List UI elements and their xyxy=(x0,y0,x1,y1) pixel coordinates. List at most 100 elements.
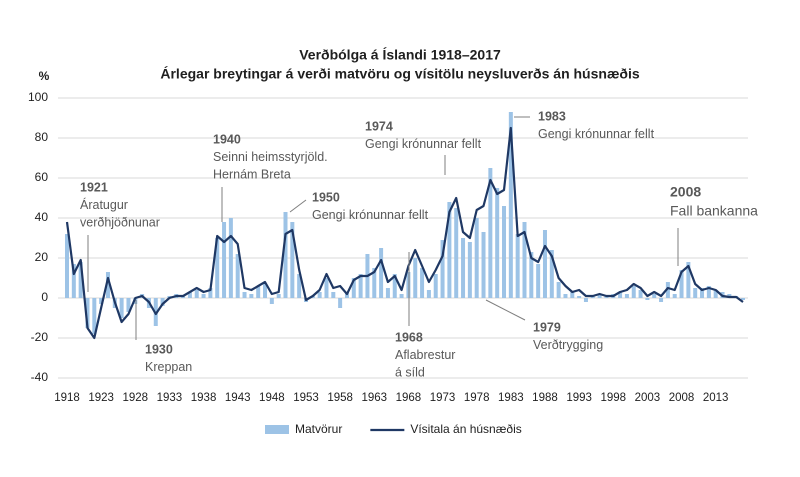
bar xyxy=(447,202,452,298)
annotation-text: Gengi krónunnar fellt xyxy=(312,208,429,222)
bar xyxy=(235,254,240,298)
y-tick-label: 80 xyxy=(35,130,49,144)
annotation-text: Aflabrestur xyxy=(395,348,455,362)
annotation-connector xyxy=(485,299,526,321)
bar xyxy=(522,222,527,298)
x-tick-label: 1938 xyxy=(191,392,217,404)
bar xyxy=(105,272,110,298)
bar xyxy=(215,238,220,298)
annotation-text: Hernám Breta xyxy=(213,167,291,181)
bar xyxy=(276,294,281,298)
y-tick-label: 0 xyxy=(41,290,48,304)
bar xyxy=(461,238,466,298)
bar xyxy=(392,274,397,298)
annotation-text: Verðtrygging xyxy=(533,338,603,352)
annotation-year: 1968 xyxy=(395,330,423,344)
bar xyxy=(413,258,418,298)
x-tick-label: 2008 xyxy=(669,392,695,404)
bar xyxy=(652,294,657,298)
x-tick-label: 1928 xyxy=(122,392,148,404)
bar xyxy=(693,288,698,298)
bar xyxy=(222,222,227,298)
bar xyxy=(659,298,664,302)
x-tick-label: 1933 xyxy=(157,392,183,404)
x-tick-label: 1978 xyxy=(464,392,490,404)
x-tick-label: 1968 xyxy=(396,392,422,404)
bar xyxy=(290,222,295,298)
x-tick-label: 1988 xyxy=(532,392,558,404)
bar xyxy=(665,282,670,298)
annotation-year: 1940 xyxy=(213,132,241,146)
bar xyxy=(263,284,268,298)
bar xyxy=(208,288,213,298)
x-tick-label: 1998 xyxy=(600,392,626,404)
bar xyxy=(440,240,445,298)
annotation-year: 1930 xyxy=(145,342,173,356)
bar xyxy=(672,294,677,298)
bar xyxy=(194,290,199,298)
annotation-text: Áratugur xyxy=(80,197,128,212)
annotation-year: 1979 xyxy=(533,320,561,334)
x-tick-label: 1958 xyxy=(327,392,353,404)
x-tick-label: 1963 xyxy=(361,392,387,404)
annotation-year: 2008 xyxy=(670,184,701,200)
bar xyxy=(495,188,500,298)
bar xyxy=(78,262,83,298)
x-tick-label: 1943 xyxy=(225,392,251,404)
x-tick-label: 1918 xyxy=(54,392,80,404)
annotation-text: á síld xyxy=(395,365,425,379)
bar xyxy=(679,270,684,298)
bar xyxy=(645,298,650,300)
y-tick-label: 20 xyxy=(35,250,49,264)
bar xyxy=(406,272,411,298)
bar xyxy=(379,248,384,298)
x-tick-label: 2003 xyxy=(635,392,661,404)
legend-label: Matvörur xyxy=(295,422,342,436)
bar xyxy=(187,292,192,298)
x-tick-label: 2013 xyxy=(703,392,729,404)
bar xyxy=(160,298,165,306)
legend-swatch xyxy=(265,425,289,434)
bar xyxy=(686,262,691,298)
annotation-connector xyxy=(289,199,307,213)
y-tick-label: -20 xyxy=(31,330,49,344)
x-tick-label: 1983 xyxy=(498,392,524,404)
y-tick-label: 40 xyxy=(35,210,49,224)
bar xyxy=(542,230,547,298)
bar xyxy=(549,250,554,298)
annotation-year: 1974 xyxy=(365,119,393,133)
bar xyxy=(228,218,233,298)
bar xyxy=(638,290,643,298)
bar xyxy=(426,290,431,298)
bar xyxy=(577,296,582,298)
bar xyxy=(508,112,513,298)
bar xyxy=(529,252,534,298)
annotation-year: 1950 xyxy=(312,190,340,204)
bar xyxy=(269,298,274,304)
bar xyxy=(99,298,104,304)
bar xyxy=(351,278,356,298)
bar xyxy=(126,298,131,312)
bar xyxy=(618,292,623,298)
bar xyxy=(65,234,69,298)
bar xyxy=(515,234,520,298)
y-tick-label: 100 xyxy=(28,90,48,104)
annotation-text: Kreppan xyxy=(145,360,192,374)
bar xyxy=(570,292,575,298)
bar xyxy=(481,232,486,298)
bar xyxy=(85,298,90,328)
bar xyxy=(597,294,602,298)
bar xyxy=(502,206,507,298)
annotation-text: Gengi krónunnar fellt xyxy=(365,137,482,151)
bar xyxy=(338,298,343,308)
bar xyxy=(256,286,261,298)
bar xyxy=(706,286,711,298)
annotation-year: 1983 xyxy=(538,109,566,123)
bar xyxy=(454,208,459,298)
bar xyxy=(536,264,541,298)
bar xyxy=(433,274,438,298)
x-tick-label: 1948 xyxy=(259,392,285,404)
bar xyxy=(399,294,404,298)
bar xyxy=(583,298,588,302)
